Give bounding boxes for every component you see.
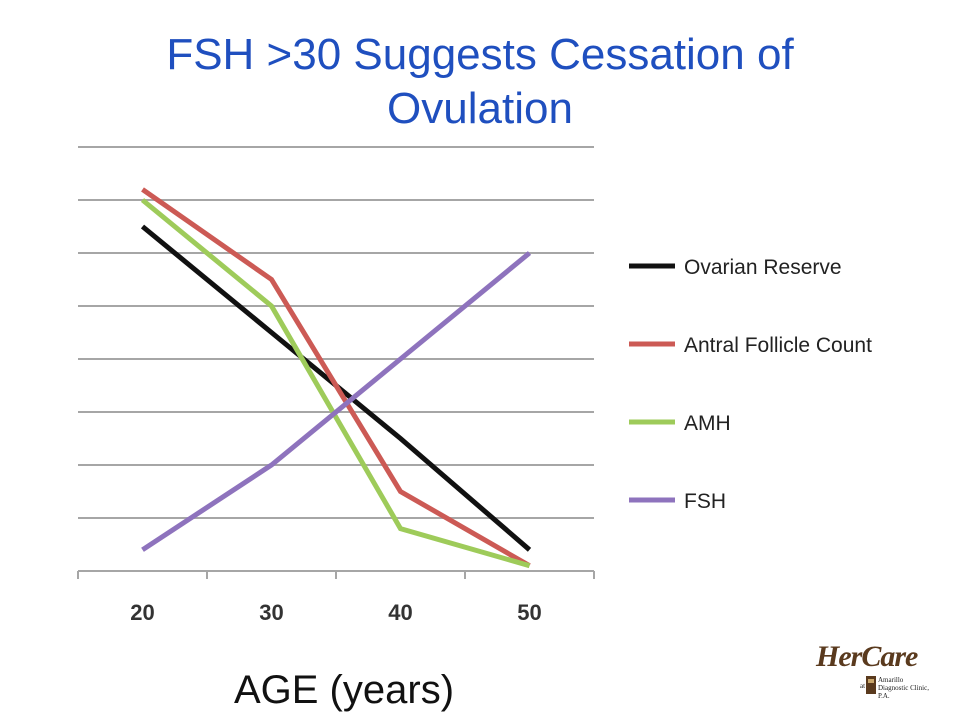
logo-clinic-name: Amarillo Diagnostic Clinic, P.A.: [878, 676, 929, 700]
legend-label-amh: AMH: [684, 412, 731, 435]
series-line-fsh: [141, 251, 532, 552]
x-tick-label: 50: [517, 600, 541, 625]
slide-title: FSH >30 Suggests Cessation of Ovulation: [60, 28, 900, 136]
legend-label-fsh: FSH: [684, 490, 726, 513]
x-tick-label: 30: [259, 600, 283, 625]
x-axis-title: AGE (years): [234, 668, 454, 712]
slide-title-line2: Ovulation: [387, 84, 573, 133]
series-line-amh: [140, 198, 531, 569]
x-tick-label: 20: [130, 600, 154, 625]
legend-label-antral-follicle-count: Antral Follicle Count: [684, 334, 872, 357]
clinic-building-icon: [866, 676, 876, 694]
series-line-antral-follicle-count: [141, 187, 531, 568]
hercare-logo: HerCare at Amarillo Diagnostic Clinic, P…: [816, 640, 934, 704]
x-tick-label: 40: [388, 600, 412, 625]
slide-title-line1: FSH >30 Suggests Cessation of: [166, 30, 794, 79]
logo-wordmark: HerCare: [816, 640, 918, 673]
logo-at: at: [860, 682, 866, 690]
legend-label-ovarian-reserve: Ovarian Reserve: [684, 256, 842, 279]
